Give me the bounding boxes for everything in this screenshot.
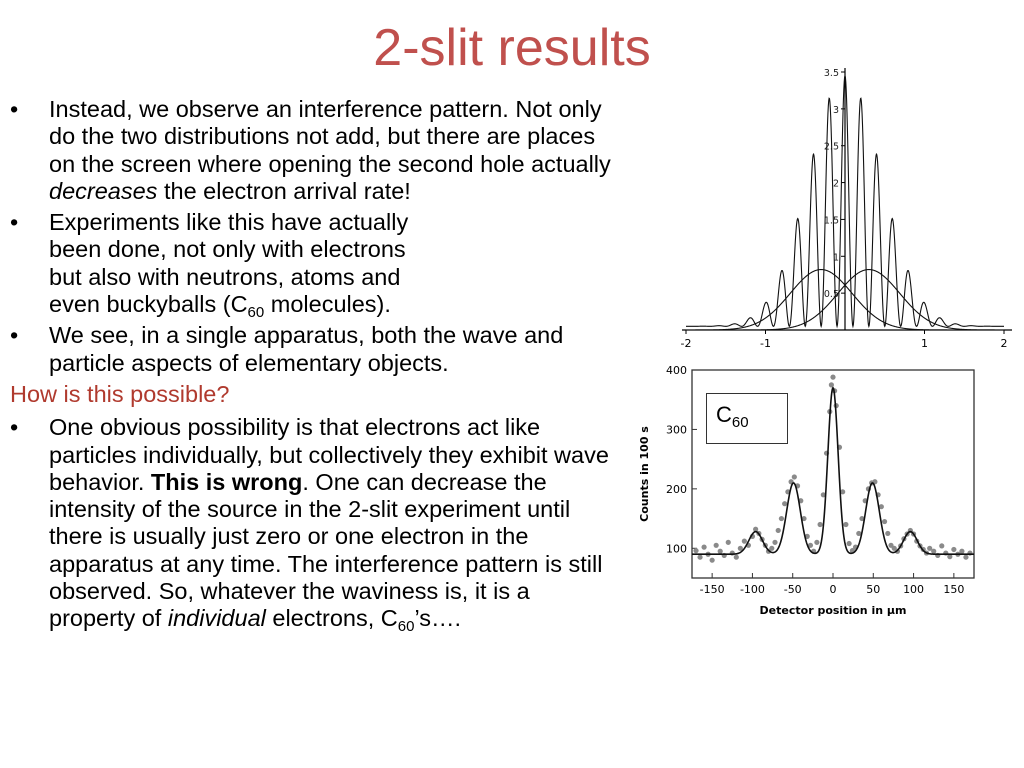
bullet-icon: • xyxy=(10,96,19,122)
data-point xyxy=(713,542,719,548)
x-tick-label: -100 xyxy=(740,583,765,596)
data-point xyxy=(769,545,775,551)
single-slit-curve-2 xyxy=(686,268,1004,331)
slide-body: • Instead, we observe an interference pa… xyxy=(10,96,620,636)
data-point xyxy=(881,518,888,525)
x-tick-label: -150 xyxy=(700,583,725,596)
question-line: How is this possible? xyxy=(10,380,230,407)
c60-label-box: C60 xyxy=(706,393,788,444)
data-point xyxy=(856,530,862,537)
data-point xyxy=(778,515,785,522)
y-tick-label: 400 xyxy=(666,364,687,377)
c60-label-subscript: 60 xyxy=(731,414,749,431)
bullet-2-line-1: Experiments like this have actually xyxy=(49,209,409,236)
bullet-4-text-d: ’s…. xyxy=(414,605,462,632)
data-point xyxy=(753,526,759,532)
bullet-icon: • xyxy=(10,209,19,236)
data-point xyxy=(939,543,945,549)
y-axis-label: Counts in 100 s xyxy=(638,426,651,522)
data-point xyxy=(782,501,788,507)
bullet-2-line-4a: even buckyballs (C xyxy=(49,291,248,318)
data-point xyxy=(859,515,865,522)
bullet-2-line-2: been done, not only with electrons xyxy=(49,236,406,263)
y-tick-label: 100 xyxy=(666,542,687,555)
x-tick-label: 0 xyxy=(830,583,837,596)
x-tick-label: 100 xyxy=(903,583,924,596)
data-point xyxy=(840,489,846,495)
data-point xyxy=(843,521,849,528)
x-axis-label: Detector position in µm xyxy=(760,604,907,617)
data-point xyxy=(931,548,937,554)
bullet-4-text-a: One obvious possibility is that electron… xyxy=(49,414,609,495)
data-point xyxy=(846,540,852,547)
slide-title: 2-slit results xyxy=(373,19,651,77)
bullet-3: • We see, in a single apparatus, both th… xyxy=(10,322,620,377)
bullet-icon: • xyxy=(10,414,19,441)
c60-counts-plot: -150 -100 -50 0 50 100 150 100 200 300 400 Detector… xyxy=(638,364,975,617)
data-point xyxy=(791,474,797,480)
data-point xyxy=(701,544,707,550)
y-tick-label: 2 xyxy=(833,179,839,190)
x-tick-label: 50 xyxy=(866,583,880,596)
y-tick-label: 1.5 xyxy=(824,215,839,226)
x-tick-label: -1 xyxy=(760,337,771,350)
bullet-1: • Instead, we observe an interference pa… xyxy=(10,96,620,205)
data-point xyxy=(885,530,891,537)
bullet-4-emphasis: individual xyxy=(167,605,266,632)
data-point xyxy=(814,539,820,545)
interference-plot: -2 -1 1 20.511.522.533.5 xyxy=(681,68,1012,350)
bullet-2-subscript: 60 xyxy=(247,304,265,322)
bullet-4-bold: This is wrong xyxy=(150,468,303,495)
bullet-2: • Experiments like this have actually be… xyxy=(10,209,620,322)
c60-label-text: C xyxy=(716,402,732,427)
data-point xyxy=(820,492,826,498)
data-point xyxy=(709,557,715,563)
data-point xyxy=(801,515,807,522)
data-point xyxy=(959,548,965,554)
data-point xyxy=(927,545,933,551)
x-tick-label: 2 xyxy=(1001,337,1008,350)
y-tick-label: 0.5 xyxy=(824,289,839,300)
bullet-4: • One obvious possibility is that electr… xyxy=(10,414,620,636)
interference-curve xyxy=(686,75,1004,329)
y-tick-label: 200 xyxy=(666,483,687,496)
data-point xyxy=(697,554,703,560)
data-point xyxy=(947,554,953,560)
data-point xyxy=(828,382,834,388)
x-tick-label: 150 xyxy=(943,583,964,596)
x-tick-label: 1 xyxy=(921,337,928,350)
data-point xyxy=(775,527,781,534)
bullet-3-text: We see, in a single apparatus, both the … xyxy=(49,322,564,376)
y-tick-label: 300 xyxy=(666,423,687,436)
data-point xyxy=(725,539,731,545)
data-point xyxy=(963,554,969,560)
bullet-2-line-3: but also with neutrons, atoms and xyxy=(49,263,401,290)
data-point xyxy=(951,546,957,553)
data-point xyxy=(733,554,739,560)
data-point xyxy=(830,374,836,380)
bullet-4-text-c: electrons, C xyxy=(265,605,398,632)
y-tick-label: 3 xyxy=(833,105,839,116)
data-point xyxy=(878,504,884,510)
x-tick-label: -50 xyxy=(784,583,802,596)
data-point xyxy=(807,542,814,548)
data-point xyxy=(737,545,743,551)
data-point xyxy=(741,538,747,544)
fit-curve xyxy=(692,386,974,556)
data-point xyxy=(817,521,823,528)
data-point xyxy=(717,548,723,554)
bullet-1-text-b: the electron arrival rate! xyxy=(157,177,411,204)
bullet-4-subscript: 60 xyxy=(397,618,415,636)
bullet-2-line-4b: molecules). xyxy=(264,291,391,318)
bullet-icon: • xyxy=(10,322,19,349)
y-tick-label: 1 xyxy=(833,252,839,263)
data-point xyxy=(693,548,699,554)
bullet-1-emphasis: decreases xyxy=(49,177,158,204)
x-tick-label: -2 xyxy=(681,337,692,350)
bullet-1-text-a: Instead, we observe an interference patt… xyxy=(49,96,611,177)
bullet-4-text-b: . One can decrease the intensity of the … xyxy=(49,468,603,632)
data-point xyxy=(772,539,778,545)
y-tick-label: 3.5 xyxy=(824,68,839,79)
